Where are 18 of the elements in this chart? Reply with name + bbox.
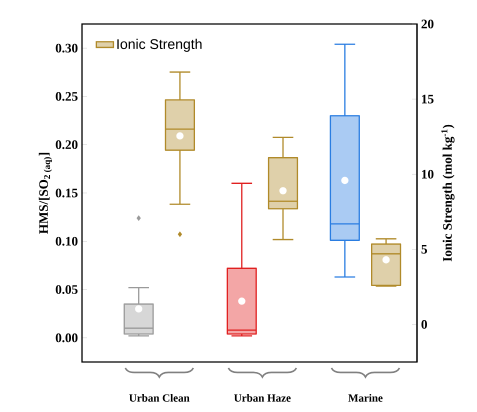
- y-axis-title: HMS/[SO$_{2 (aq)}$]: [38, 152, 52, 234]
- legend-label: Ionic Strength: [117, 38, 202, 52]
- x-tick-label: Urban Haze: [234, 394, 291, 402]
- y2-tick-label: 0: [421, 320, 427, 329]
- y2-axis-title: Ionic Strength (mol kg$^{-1}$): [441, 124, 455, 262]
- y-tick-label: 0.20: [56, 140, 78, 150]
- y2-tick-label: 20: [422, 20, 434, 28]
- y2-tick-label: 10: [422, 170, 434, 179]
- y-tick-label: 0.05: [56, 285, 78, 294]
- y-tick-label: 0.10: [56, 236, 78, 246]
- x-tick-label: Urban Clean: [129, 394, 190, 402]
- y2-tick-label: 5: [422, 244, 428, 254]
- y-tick-label: 0.25: [56, 92, 78, 101]
- y-tick-label: 0.00: [56, 333, 78, 342]
- y-tick-label: 0.30: [56, 44, 78, 53]
- x-tick-label: Marine: [348, 394, 383, 402]
- y2-tick-label: 15: [422, 94, 434, 104]
- y-tick-label: 0.15: [56, 188, 78, 198]
